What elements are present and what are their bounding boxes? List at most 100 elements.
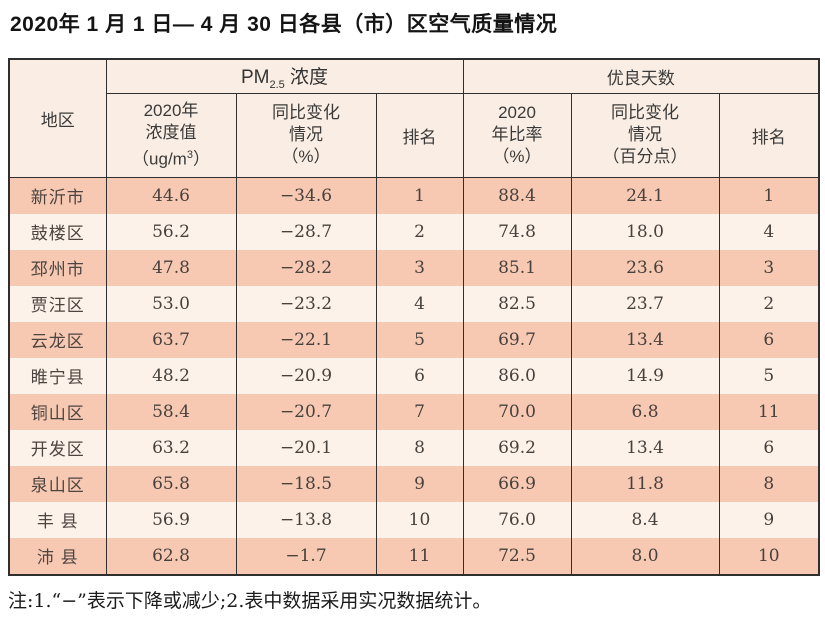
- value-cell: 5: [718, 357, 820, 394]
- value-cell: 8.4: [570, 501, 720, 538]
- pm-subscript: 2.5: [269, 78, 285, 91]
- value-cell: 47.8: [105, 249, 237, 286]
- header-line: （%）: [281, 147, 331, 166]
- value-cell: 10: [375, 501, 464, 538]
- pm-group-label: PM: [240, 66, 270, 88]
- value-cell: 23.7: [570, 285, 720, 322]
- header-line: 同比变化: [611, 103, 679, 122]
- value-cell: −20.1: [235, 429, 377, 466]
- value-cell: 62.8: [105, 537, 237, 575]
- unit-superscript: 3: [186, 148, 193, 161]
- region-cell: 鼓楼区: [8, 213, 107, 250]
- value-cell: 2: [375, 213, 464, 250]
- value-cell: 56.9: [105, 501, 237, 538]
- value-cell: 13.4: [570, 429, 720, 466]
- value-cell: 7: [375, 393, 464, 430]
- value-cell: 4: [375, 285, 464, 322]
- pm-group-suffix: 浓度: [284, 66, 329, 88]
- value-cell: 70.0: [462, 393, 572, 430]
- value-cell: 24.1: [570, 177, 720, 214]
- header-pm-group: PM2.5 浓度: [105, 58, 464, 94]
- region-cell: 新沂市: [8, 177, 107, 214]
- region-cell: 丰 县: [8, 501, 107, 538]
- header-line: 同比变化: [272, 103, 340, 122]
- value-cell: 44.6: [105, 177, 237, 214]
- header-pm-rank: 排名: [375, 92, 464, 178]
- value-cell: −20.7: [235, 393, 377, 430]
- header-line: 情况: [628, 125, 662, 144]
- value-cell: −18.5: [235, 465, 377, 502]
- table-row: 新沂市 44.6 −34.6 1 88.4 24.1 1: [8, 177, 820, 214]
- value-cell: 86.0: [462, 357, 572, 394]
- value-cell: 69.2: [462, 429, 572, 466]
- header-group-row: 地区 PM2.5 浓度 优良天数: [8, 58, 820, 178]
- header-line: （%）: [492, 147, 542, 166]
- value-cell: 4: [718, 213, 820, 250]
- value-cell: −28.2: [235, 249, 377, 286]
- table-row: 开发区 63.2 −20.1 8 69.2 13.4 6: [8, 429, 820, 466]
- value-cell: 6: [718, 429, 820, 466]
- table-body: 新沂市 44.6 −34.6 1 88.4 24.1 1 鼓楼区 56.2 −28.7 2 74.8 1…: [8, 177, 820, 575]
- unit-suffix: ）: [192, 149, 210, 169]
- value-cell: 85.1: [462, 249, 572, 286]
- value-cell: 9: [718, 501, 820, 538]
- value-cell: 6: [375, 357, 464, 394]
- region-cell: 沛 县: [8, 537, 107, 575]
- value-cell: 69.7: [462, 321, 572, 358]
- value-cell: 13.4: [570, 321, 720, 358]
- region-cell: 贾汪区: [8, 285, 107, 322]
- value-cell: 3: [375, 249, 464, 286]
- value-cell: 66.9: [462, 465, 572, 502]
- header-line: 浓度值: [145, 122, 197, 142]
- header-good-change: 同比变化 情况 （百分点）: [570, 92, 720, 178]
- region-cell: 睢宁县: [8, 357, 107, 394]
- value-cell: 76.0: [462, 501, 572, 538]
- value-cell: 63.2: [105, 429, 237, 466]
- header-line: （百分点）: [602, 147, 688, 166]
- region-cell: 开发区: [8, 429, 107, 466]
- value-cell: 63.7: [105, 321, 237, 358]
- value-cell: −28.7: [235, 213, 377, 250]
- value-cell: 9: [375, 465, 464, 502]
- value-cell: 11: [718, 393, 820, 430]
- header-region: 地区: [8, 58, 107, 178]
- value-cell: 8: [718, 465, 820, 502]
- table-header: 地区 PM2.5 浓度 优良天数 2020年 浓度值 （ug/m3） 同比变化 …: [8, 58, 820, 178]
- value-cell: −23.2: [235, 285, 377, 322]
- value-cell: 8: [375, 429, 464, 466]
- header-line: （ug/m3）: [107, 144, 236, 171]
- value-cell: 14.9: [570, 357, 720, 394]
- table-row: 云龙区 63.7 −22.1 5 69.7 13.4 6: [8, 321, 820, 358]
- header-line: 情况: [289, 125, 323, 144]
- page-title: 2020年 1 月 1 日— 4 月 30 日各县（市）区空气质量情况: [10, 13, 558, 36]
- value-cell: 23.6: [570, 249, 720, 286]
- header-good-days-group: 优良天数: [462, 58, 820, 94]
- header-good-ratio: 2020 年比率 （%）: [462, 92, 572, 178]
- value-cell: 2: [718, 285, 820, 322]
- value-cell: 72.5: [462, 537, 572, 575]
- table-row: 泉山区 65.8 −18.5 9 66.9 11.8 8: [8, 465, 820, 502]
- table-row: 鼓楼区 56.2 −28.7 2 74.8 18.0 4: [8, 213, 820, 250]
- region-cell: 邳州市: [8, 249, 107, 286]
- region-cell: 铜山区: [8, 393, 107, 430]
- value-cell: 74.8: [462, 213, 572, 250]
- header-line: 年比率: [491, 125, 543, 144]
- value-cell: 11: [375, 537, 464, 575]
- header-pm-change: 同比变化 情况 （%）: [235, 92, 377, 178]
- value-cell: −22.1: [235, 321, 377, 358]
- table-row: 铜山区 58.4 −20.7 7 70.0 6.8 11: [8, 393, 820, 430]
- value-cell: 48.2: [105, 357, 237, 394]
- region-cell: 云龙区: [8, 321, 107, 358]
- value-cell: 11.8: [570, 465, 720, 502]
- value-cell: −1.7: [235, 537, 377, 575]
- header-line: 2020年: [143, 100, 199, 120]
- value-cell: −20.9: [235, 357, 377, 394]
- table-row: 沛 县 62.8 −1.7 11 72.5 8.0 10: [8, 537, 820, 575]
- footnote: 注:1.“−”表示下降或减少;2.表中数据采用实况数据统计。: [8, 590, 492, 612]
- header-pm-value: 2020年 浓度值 （ug/m3）: [105, 92, 237, 178]
- region-cell: 泉山区: [8, 465, 107, 502]
- value-cell: 1: [375, 177, 464, 214]
- value-cell: 1: [718, 177, 820, 214]
- table-row: 邳州市 47.8 −28.2 3 85.1 23.6 3: [8, 249, 820, 286]
- table-row: 睢宁县 48.2 −20.9 6 86.0 14.9 5: [8, 357, 820, 394]
